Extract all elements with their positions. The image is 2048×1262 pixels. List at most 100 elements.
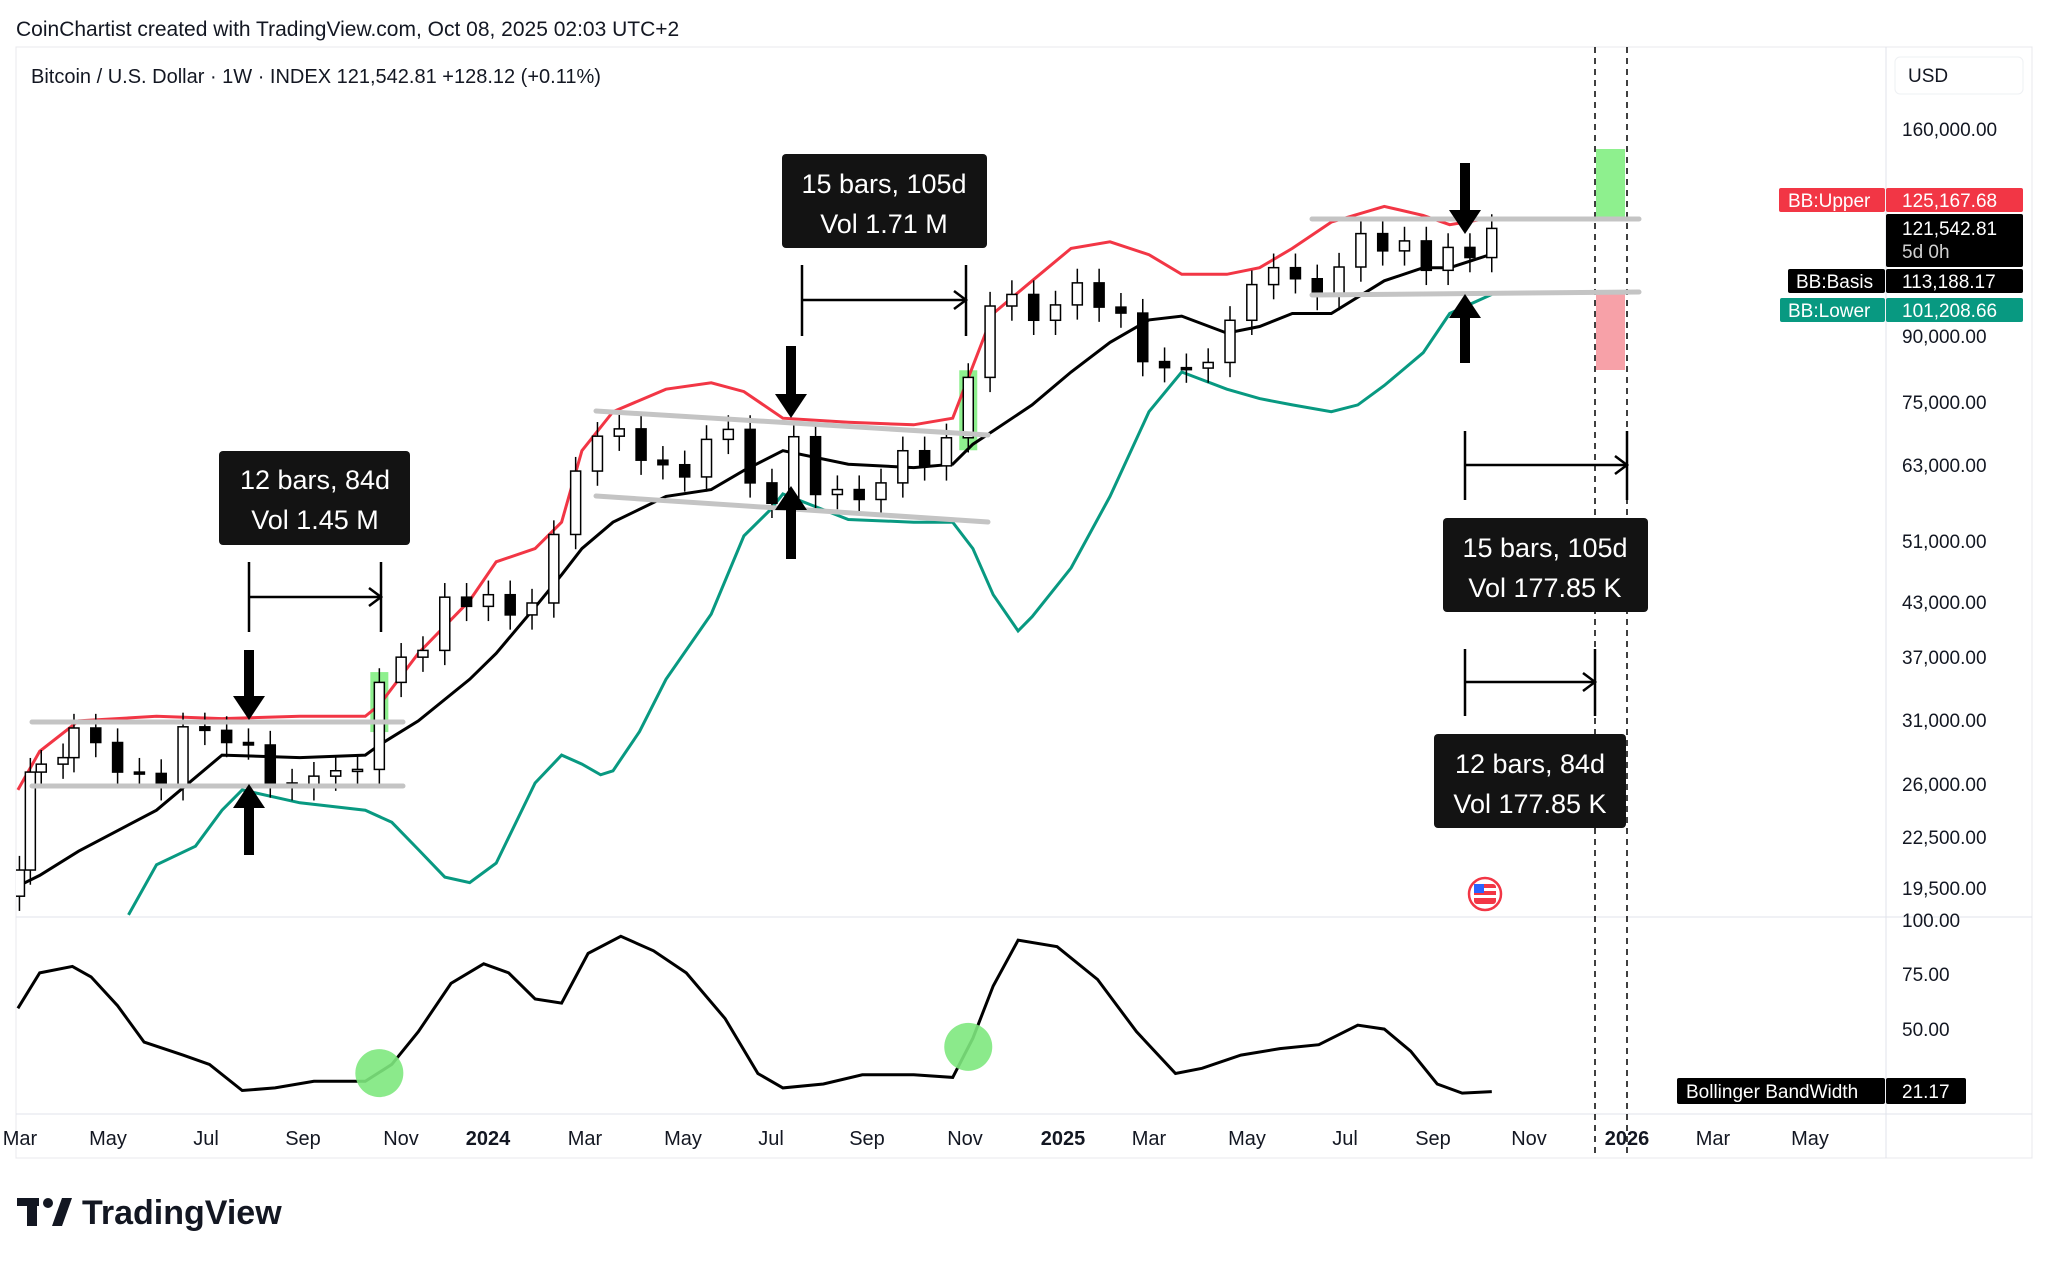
candle (35, 749, 48, 787)
arrow-up-icon (775, 486, 807, 559)
time-tick: Sep (285, 1128, 321, 1150)
last-price-tag: 121,542.81 5d 0h (1886, 214, 2023, 267)
arrow-up-icon (1449, 294, 1481, 363)
bandwidth-tick: 100.00 (1902, 911, 1960, 932)
symbol-legend[interactable]: Bitcoin / U.S. Dollar · 1W · INDEX 121,5… (31, 66, 601, 88)
candle-up (613, 428, 626, 437)
candle (1289, 253, 1302, 294)
candle (744, 415, 756, 498)
candle-down (1464, 246, 1476, 259)
time-tick: Jul (1332, 1128, 1358, 1150)
candle-up (569, 470, 582, 536)
time-tick: Mar (568, 1128, 603, 1150)
candle-up (1333, 266, 1345, 297)
candle (351, 755, 364, 786)
range-info-box-1[interactable]: 12 bars, 84d Vol 1.45 M (219, 451, 410, 545)
candle-down (1376, 232, 1389, 252)
candle-down (460, 596, 473, 608)
candle-down (111, 741, 124, 773)
candle-down (635, 428, 647, 461)
candle (722, 415, 735, 455)
candle (526, 588, 538, 630)
candle-up (526, 602, 538, 616)
candle (1246, 270, 1258, 335)
price-tick: 26,000.00 (1902, 775, 1987, 796)
time-tick: Jul (193, 1128, 219, 1150)
candle (1311, 264, 1324, 311)
tradingview-logo-icon (17, 1198, 72, 1226)
candle (373, 668, 386, 785)
time-tick: Mar (1132, 1128, 1167, 1150)
candle-up (1246, 283, 1258, 322)
candle-up (35, 763, 48, 773)
candle-up (700, 438, 713, 478)
range-info-box-2[interactable]: 15 bars, 105d Vol 1.71 M (782, 154, 987, 248)
us-flag-event-icon[interactable] (1467, 876, 1503, 912)
candle (678, 450, 691, 492)
time-tick: Mar (3, 1128, 38, 1150)
bb-basis-value: 113,188.17 (1902, 272, 1996, 293)
time-tick: May (1228, 1128, 1266, 1150)
range-info-box-4[interactable]: 12 bars, 84d Vol 177.85 K (1434, 734, 1626, 828)
credit-text: CoinChartist created with TradingView.co… (16, 18, 679, 41)
candle (591, 422, 604, 486)
time-tick-year: 2024 (466, 1128, 511, 1150)
date-range-1[interactable] (247, 562, 384, 632)
candle (897, 436, 909, 498)
candle (1464, 233, 1476, 273)
currency-label: USD (1908, 66, 1948, 87)
candle (1115, 292, 1127, 328)
candle-up (1071, 282, 1084, 306)
candle-down (678, 463, 691, 478)
candle (657, 446, 669, 480)
candle (1333, 252, 1345, 311)
candle (635, 414, 647, 475)
price-tick: 31,000.00 (1902, 711, 1987, 732)
candle (962, 363, 975, 453)
range-top-2024 (593, 408, 991, 438)
box-line-1: 15 bars, 105d (801, 169, 966, 199)
candle-up (1267, 266, 1280, 286)
candle-up (1486, 227, 1498, 259)
candle (1398, 226, 1411, 266)
candle-down (809, 435, 822, 496)
price-axis[interactable]: 160,000.00 90,000.00 75,000.00 63,000.00… (1902, 120, 1997, 900)
date-range-3[interactable] (1463, 431, 1630, 500)
candle-up (68, 727, 80, 759)
candle (1202, 348, 1214, 383)
candle (199, 712, 211, 746)
candle-down (90, 727, 102, 744)
bandwidth-axis[interactable]: 100.00 75.00 50.00 (1902, 911, 1960, 1041)
bb-basis-line (17, 252, 1493, 888)
candle-up (962, 376, 975, 439)
candle (16, 855, 26, 911)
range-info-box-3[interactable]: 15 bars, 105d Vol 177.85 K (1443, 518, 1648, 612)
bar-countdown: 5d 0h (1902, 242, 1950, 263)
candle-up (1398, 240, 1411, 252)
candle (809, 422, 822, 510)
bb-lower-value: 101,208.66 (1902, 301, 1997, 322)
candle (57, 743, 69, 779)
date-range-2[interactable] (800, 265, 969, 336)
candle-down (1420, 240, 1433, 272)
price-tick: 43,000.00 (1902, 593, 1987, 614)
time-tick: Nov (947, 1128, 983, 1150)
bb-upper-tag: BB:Upper 125,167.68 (1779, 188, 2023, 212)
time-tick: Sep (849, 1128, 885, 1150)
candle (1267, 253, 1280, 300)
time-axis[interactable]: Mar May Jul Sep Nov 2024 Mar May Jul Sep… (3, 1128, 1829, 1150)
date-range-4[interactable] (1463, 649, 1598, 716)
candle-up (16, 869, 26, 897)
candle (439, 583, 451, 666)
candle-up (831, 488, 844, 496)
candle-up (395, 656, 407, 684)
box-line-2: Vol 1.71 M (820, 209, 948, 239)
tradingview-logo: TradingView (17, 1194, 282, 1232)
bb-upper-line (16, 204, 1493, 791)
currency-button[interactable] (1894, 56, 2024, 95)
arrow-down-icon (775, 346, 807, 418)
candle (1180, 353, 1193, 383)
candle (395, 643, 407, 698)
candle-down (1115, 306, 1127, 314)
